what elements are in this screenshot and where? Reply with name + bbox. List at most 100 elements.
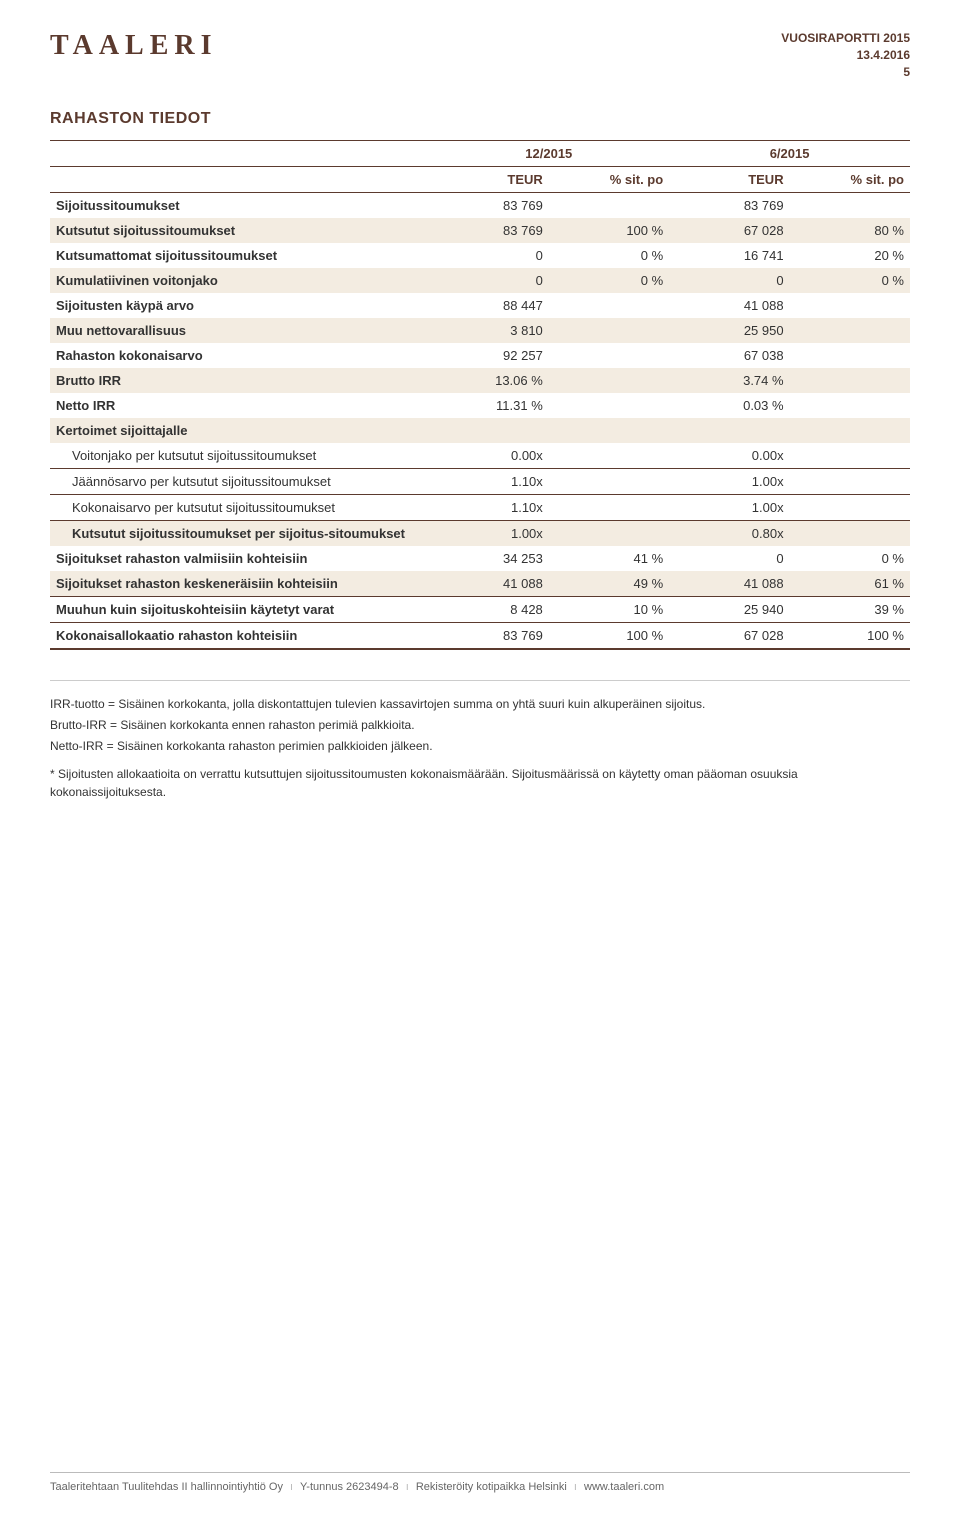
cell: 3 810 (428, 318, 548, 343)
section-title: RAHASTON TIEDOT (50, 110, 910, 128)
table-row: Kokonaisarvo per kutsutut sijoitussitoum… (50, 495, 910, 521)
table-row: Kutsumattomat sijoitussitoumukset 0 0 % … (50, 243, 910, 268)
table-row: Sijoitukset rahaston keskeneräisiin koht… (50, 571, 910, 597)
table-row: Kokonaisallokaatio rahaston kohteisiin 8… (50, 623, 910, 650)
cell (549, 318, 669, 343)
cell: 1.00x (428, 521, 548, 547)
cell (549, 368, 669, 393)
cell: 67 028 (669, 218, 789, 243)
cell: 83 769 (428, 218, 548, 243)
table-row: Netto IRR 11.31 % 0.03 % (50, 393, 910, 418)
cell (549, 343, 669, 368)
cell (790, 193, 910, 219)
cell (790, 318, 910, 343)
cell (549, 521, 669, 547)
logo: TAALERI (50, 30, 218, 62)
table-row: Kertoimet sijoittajalle (50, 418, 910, 443)
row-label: Sijoitukset rahaston valmiisiin kohteisi… (50, 546, 428, 571)
cell (549, 393, 669, 418)
row-label: Sijoitussitoumukset (50, 193, 428, 219)
cell: 0.03 % (669, 393, 789, 418)
cell: 0 (669, 546, 789, 571)
cell: 39 % (790, 597, 910, 623)
row-label: Muuhun kuin sijoituskohteisiin käytetyt … (50, 597, 428, 623)
cell: 41 % (549, 546, 669, 571)
cell: 25 940 (669, 597, 789, 623)
cell: 20 % (790, 243, 910, 268)
row-label: Muu nettovarallisuus (50, 318, 428, 343)
cell: 41 088 (669, 293, 789, 318)
row-label: Voitonjako per kutsutut sijoitussitoumuk… (50, 443, 428, 469)
cell: 0 (669, 268, 789, 293)
table-row: Kutsutut sijoitussitoumukset per sijoitu… (50, 521, 910, 547)
row-label: Kutsumattomat sijoitussitoumukset (50, 243, 428, 268)
table-row: Muuhun kuin sijoituskohteisiin käytetyt … (50, 597, 910, 623)
cell: 3.74 % (669, 368, 789, 393)
cell: 83 769 (428, 623, 548, 650)
cell (790, 469, 910, 495)
separator-icon: ı (406, 1481, 409, 1493)
table-row: Brutto IRR 13.06 % 3.74 % (50, 368, 910, 393)
cell: 0 % (549, 243, 669, 268)
separator-icon: ı (290, 1481, 293, 1493)
cell: 1.10x (428, 469, 548, 495)
cell: 1.00x (669, 469, 789, 495)
cell: 67 028 (669, 623, 789, 650)
report-title: VUOSIRAPORTTI 2015 (781, 30, 910, 47)
cell: 13.06 % (428, 368, 548, 393)
cell: 0.80x (669, 521, 789, 547)
row-label: Kokonaisarvo per kutsutut sijoitussitoum… (50, 495, 428, 521)
cell: 0.00x (669, 443, 789, 469)
cell: 0.00x (428, 443, 548, 469)
cell: 8 428 (428, 597, 548, 623)
cell (549, 469, 669, 495)
row-label: Jäännösarvo per kutsutut sijoitussitoumu… (50, 469, 428, 495)
cell: 1.00x (669, 495, 789, 521)
page-footer: Taaleritehtaan Tuulitehdas II hallinnoin… (50, 1472, 910, 1493)
cell: 34 253 (428, 546, 548, 571)
footnote: Netto-IRR = Sisäinen korkokanta rahaston… (50, 737, 910, 755)
cell: 92 257 (428, 343, 548, 368)
table-row: Jäännösarvo per kutsutut sijoitussitoumu… (50, 469, 910, 495)
row-label: Kutsutut sijoitussitoumukset (50, 218, 428, 243)
footnote: Brutto-IRR = Sisäinen korkokanta ennen r… (50, 716, 910, 734)
col-sitpo-1: % sit. po (549, 167, 669, 193)
cell: 67 038 (669, 343, 789, 368)
cell: 0 % (790, 268, 910, 293)
footer-ytunnus: Y-tunnus 2623494-8 (300, 1481, 399, 1493)
fund-data-table: 12/2015 6/2015 TEUR % sit. po TEUR % sit… (50, 140, 910, 650)
cell: 49 % (549, 571, 669, 597)
cell: 41 088 (669, 571, 789, 597)
row-label: Kutsutut sijoitussitoumukset per sijoitu… (50, 521, 428, 547)
table-row: Sijoitussitoumukset 83 769 83 769 (50, 193, 910, 219)
cell (790, 393, 910, 418)
table-row: Voitonjako per kutsutut sijoitussitoumuk… (50, 443, 910, 469)
cell: 25 950 (669, 318, 789, 343)
report-date: 13.4.2016 (781, 47, 910, 64)
cell: 0 % (790, 546, 910, 571)
separator-icon: ı (574, 1481, 577, 1493)
col-teur-2: TEUR (669, 167, 789, 193)
cell (790, 495, 910, 521)
row-label: Rahaston kokonaisarvo (50, 343, 428, 368)
row-label: Netto IRR (50, 393, 428, 418)
table-row: Kumulatiivinen voitonjako 0 0 % 0 0 % (50, 268, 910, 293)
footnote: IRR-tuotto = Sisäinen korkokanta, jolla … (50, 695, 910, 713)
cell: 10 % (549, 597, 669, 623)
cell: 88 447 (428, 293, 548, 318)
header-meta: VUOSIRAPORTTI 2015 13.4.2016 5 (781, 30, 910, 80)
table-row: Muu nettovarallisuus 3 810 25 950 (50, 318, 910, 343)
table-row: Sijoitusten käypä arvo 88 447 41 088 (50, 293, 910, 318)
period-header-row: 12/2015 6/2015 (50, 141, 910, 167)
cell (790, 368, 910, 393)
cell: 61 % (790, 571, 910, 597)
cell (549, 193, 669, 219)
column-header-row: TEUR % sit. po TEUR % sit. po (50, 167, 910, 193)
footnote: * Sijoitusten allokaatioita on verrattu … (50, 765, 910, 801)
cell (549, 443, 669, 469)
cell: 11.31 % (428, 393, 548, 418)
table-row: Sijoitukset rahaston valmiisiin kohteisi… (50, 546, 910, 571)
cell: 100 % (790, 623, 910, 650)
footer-kotipaikka: Rekisteröity kotipaikka Helsinki (416, 1481, 567, 1493)
period-2: 6/2015 (669, 141, 910, 167)
